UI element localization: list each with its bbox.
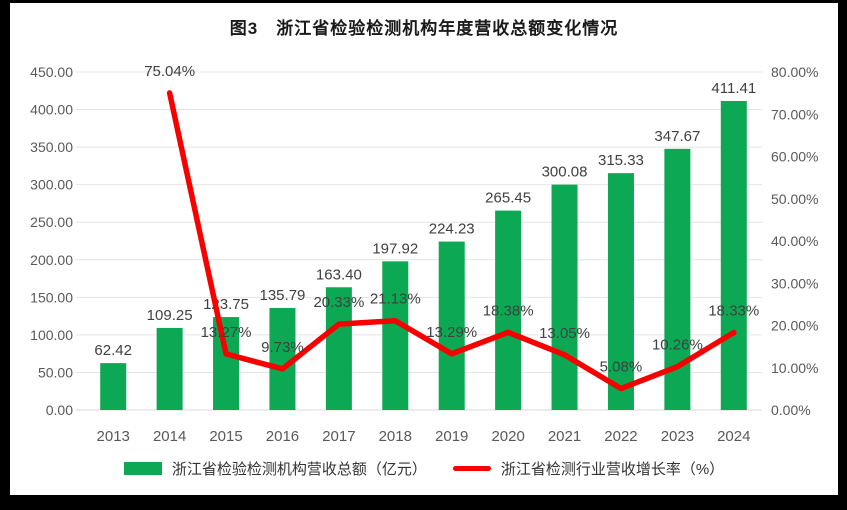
line-value-label: 9.73% xyxy=(261,339,304,356)
bar-value-label: 197.92 xyxy=(372,240,418,257)
bar-2019 xyxy=(438,241,465,410)
left-axis-tick-label: 450.00 xyxy=(30,64,73,80)
line-value-label: 21.13% xyxy=(370,291,421,308)
bar-value-label: 62.42 xyxy=(94,342,132,359)
x-axis-category-label: 2021 xyxy=(548,428,581,445)
bar-value-label: 123.75 xyxy=(203,296,249,313)
line-value-label: 18.33% xyxy=(708,303,759,320)
bar-value-label: 109.25 xyxy=(147,307,193,324)
x-axis-category-label: 2024 xyxy=(717,428,750,445)
x-axis-category-label: 2023 xyxy=(661,428,694,445)
line-value-label: 5.08% xyxy=(600,359,643,376)
x-axis-category-label: 2022 xyxy=(604,428,637,445)
x-axis-category-label: 2015 xyxy=(209,428,242,445)
right-axis-tick-label: 20.00% xyxy=(771,318,818,334)
right-axis-tick-label: 0.00% xyxy=(771,402,811,418)
x-axis-category-label: 2016 xyxy=(266,428,299,445)
bar-value-label: 300.08 xyxy=(542,164,588,181)
left-axis-tick-label: 300.00 xyxy=(30,177,73,193)
chart-card: 0.00 50.00 100.00 150.00 200.00 250.00 300.00 3… xyxy=(10,3,838,495)
right-axis-tick-label: 60.00% xyxy=(771,149,818,165)
legend-bar-label: 浙江省检验检测机构营收总额（亿元） xyxy=(171,460,427,478)
line-value-label: 10.26% xyxy=(652,337,703,354)
line-value-label: 75.04% xyxy=(144,63,195,80)
line-value-label: 13.27% xyxy=(201,324,252,341)
bar-value-label: 163.40 xyxy=(316,266,362,283)
right-axis-tick-label: 30.00% xyxy=(771,275,818,291)
legend-line-swatch-icon xyxy=(452,465,491,471)
bar-2021 xyxy=(551,184,578,410)
growth-rate-line xyxy=(166,90,737,392)
right-axis-tick-label: 80.00% xyxy=(771,64,818,80)
left-axis-tick-label: 200.00 xyxy=(30,252,73,268)
x-axis-category-label: 2014 xyxy=(153,428,186,445)
bar-2024 xyxy=(720,100,747,410)
bar-value-label: 265.45 xyxy=(485,190,531,207)
bar-2022 xyxy=(607,173,634,410)
bar-value-label: 135.79 xyxy=(260,287,306,304)
bar-2013 xyxy=(100,363,127,410)
legend-line-label: 浙江省检测行业营收增长率（%） xyxy=(500,460,725,478)
bar-value-label: 315.33 xyxy=(598,152,644,169)
x-axis-category-label: 2017 xyxy=(322,428,355,445)
right-axis-tick-label: 70.00% xyxy=(771,106,818,122)
x-axis-category-label: 2018 xyxy=(379,428,412,445)
x-axis-category-label: 2019 xyxy=(435,428,468,445)
line-value-label: 18.38% xyxy=(483,302,534,319)
bar-2018 xyxy=(382,261,409,410)
x-axis-category-label: 2020 xyxy=(491,428,524,445)
left-axis-tick-label: 150.00 xyxy=(30,289,73,305)
bar-value-label: 224.23 xyxy=(429,221,475,238)
line-value-label: 13.05% xyxy=(539,325,590,342)
bar-2015 xyxy=(213,317,240,410)
right-axis-tick-label: 50.00% xyxy=(771,191,818,207)
left-axis-tick-label: 100.00 xyxy=(30,327,73,343)
line-value-label: 13.29% xyxy=(426,324,477,341)
left-axis-tick-label: 0.00 xyxy=(46,402,73,418)
bar-2020 xyxy=(495,210,522,410)
right-axis-tick-label: 10.00% xyxy=(771,360,818,376)
x-axis-category-label: 2013 xyxy=(97,428,130,445)
legend-bar-swatch-icon xyxy=(123,461,162,475)
left-axis-tick-label: 400.00 xyxy=(30,102,73,118)
combo-chart: 0.00 50.00 100.00 150.00 200.00 250.00 300.00 3… xyxy=(30,63,818,445)
bar-value-label: 411.41 xyxy=(711,80,756,97)
bar-2014 xyxy=(156,327,183,410)
line-value-label: 20.33% xyxy=(313,294,364,311)
right-axis-tick-label: 40.00% xyxy=(771,233,818,249)
left-axis-tick-label: 250.00 xyxy=(30,214,73,230)
bar-2017 xyxy=(325,287,352,410)
bar-value-label: 347.67 xyxy=(654,128,700,145)
chart-title: 图3 浙江省检验检测机构年度营收总额变化情况 xyxy=(229,19,619,38)
left-axis-tick-label: 50.00 xyxy=(38,364,73,380)
chart-legend: 浙江省检验检测机构营收总额（亿元） 浙江省检测行业营收增长率（%） xyxy=(10,455,838,481)
left-axis-tick-label: 350.00 xyxy=(30,139,73,155)
